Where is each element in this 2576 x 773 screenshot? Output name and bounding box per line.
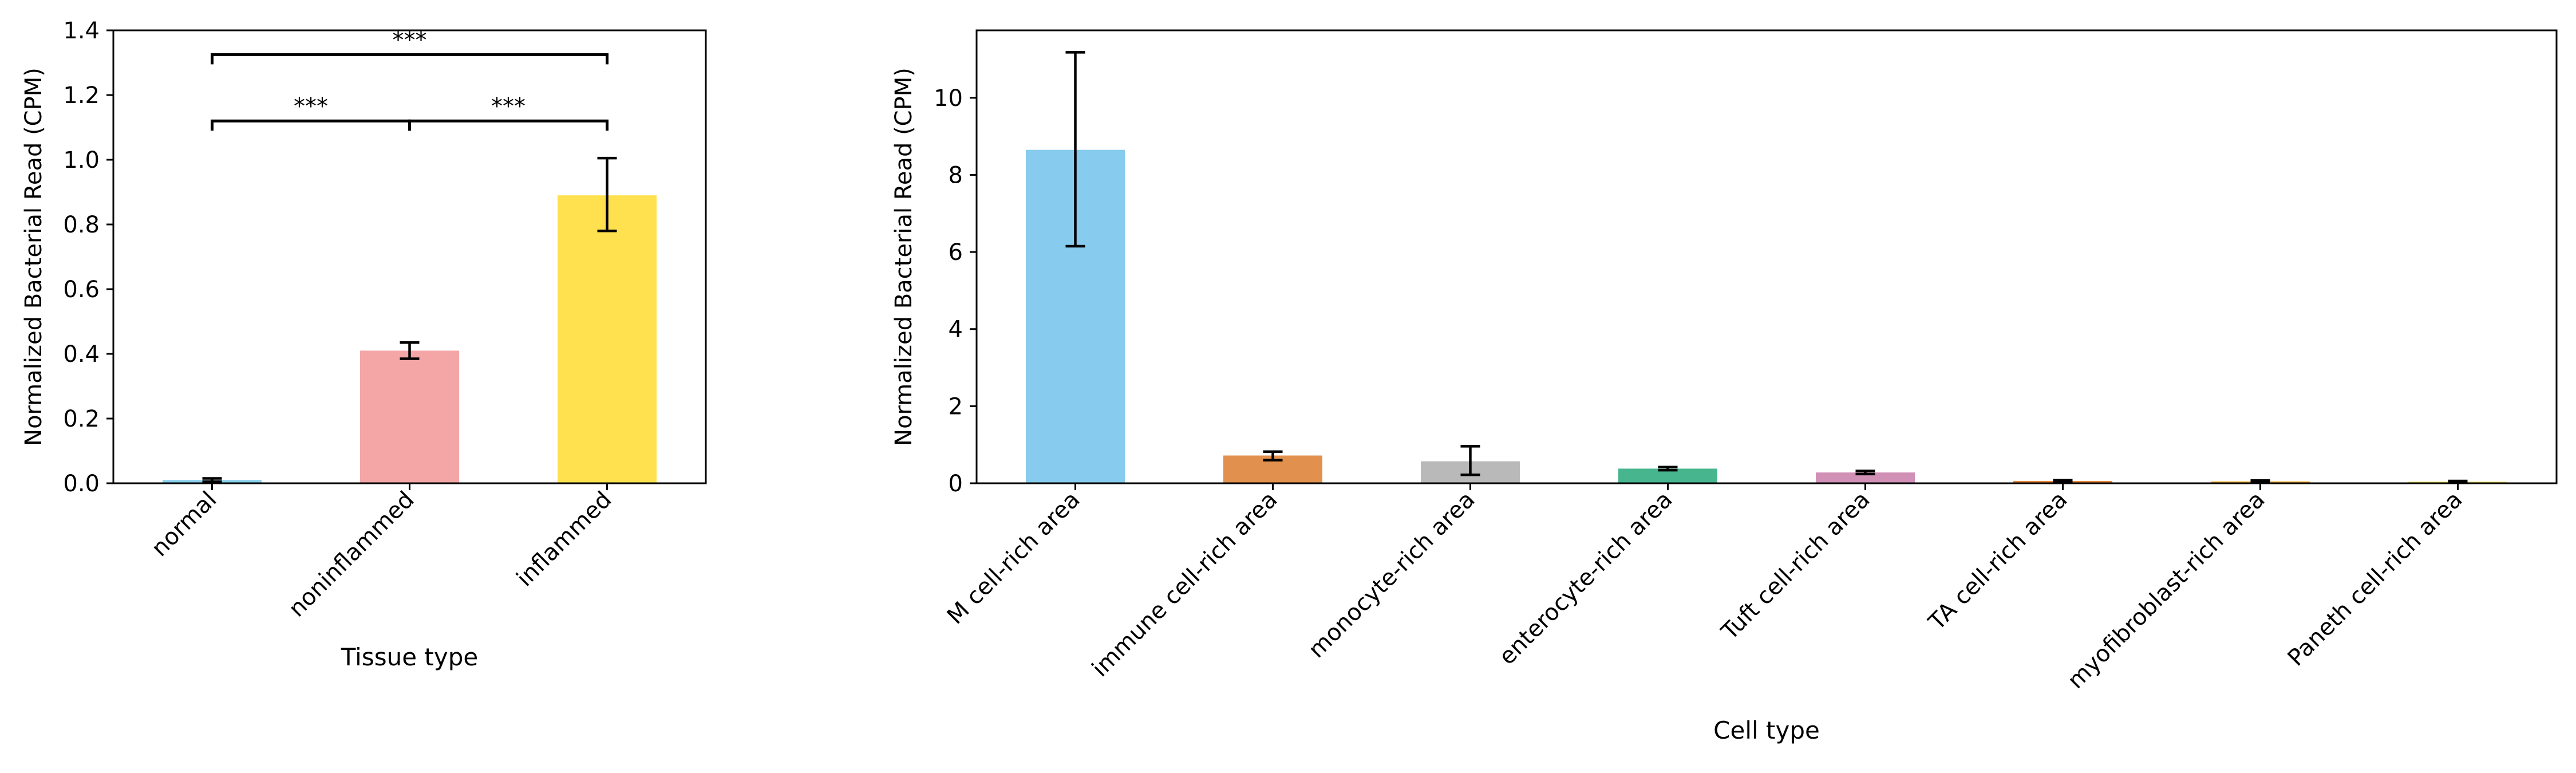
plot-frame [975, 29, 2558, 484]
y-tick-label-4: 8 [949, 162, 963, 188]
y-tick-label-3: 0.6 [63, 277, 100, 303]
x-tick-label-5: TA cell-rich area [1923, 487, 2073, 636]
x-tick-label-0: normal [147, 487, 222, 562]
y-tick-label-2: 0.4 [63, 341, 100, 368]
y-tick-label-3: 6 [949, 239, 963, 266]
y-tick-label-4: 0.8 [63, 212, 100, 238]
x-tick-label-3: enterocyte-rich area [1494, 487, 1678, 671]
significance-bracket-1 [211, 119, 411, 131]
y-tick-label-7: 1.4 [63, 18, 100, 44]
x-tick-label-2: monocyte-rich area [1303, 487, 1480, 664]
significance-label-0: *** [393, 27, 427, 53]
significance-label-2: *** [491, 93, 526, 120]
significance-bracket-2 [408, 119, 609, 131]
y-tick-label-1: 2 [949, 393, 963, 420]
y-tick-label-0: 0.0 [63, 471, 100, 497]
cell-type-chart: 0 2 4 6 8 10 M cell-rich area immune cell-rich … [891, 29, 2558, 744]
x-tick-label-1: immune cell-rich area [1087, 487, 1283, 683]
y-tick-label-2: 4 [949, 317, 963, 343]
x-tick-label-0: M cell-rich area [942, 487, 1085, 630]
significance-bracket-0 [211, 53, 609, 65]
x-axis-label: Cell type [1713, 716, 1820, 744]
y-axis-label: Normalized Bacterial Read (CPM) [891, 68, 917, 446]
y-tick-label-6: 1.2 [63, 82, 100, 109]
x-tick-label-7: Paneth cell-rich area [2283, 487, 2468, 672]
x-tick-label-6: myofibroblast-rich area [2063, 487, 2270, 694]
x-tick-label-4: Tuft cell-rich area [1716, 487, 1875, 646]
bar-1 [360, 350, 459, 483]
bar-4 [1816, 472, 1915, 483]
y-tick-label-5: 1.0 [63, 147, 100, 173]
y-tick-label-5: 10 [934, 85, 963, 112]
x-tick-label-1: noninflammed [283, 487, 419, 622]
x-axis-label: Tissue type [341, 643, 478, 671]
y-tick-label-0: 0 [949, 471, 963, 497]
y-tick-label-1: 0.2 [63, 406, 100, 432]
significance-label-1: *** [294, 93, 328, 120]
tissue-type-chart: 0.0 0.2 0.4 0.6 0.8 1.0 1.2 1.4 normal noninflamm… [21, 18, 707, 671]
y-axis-label: Normalized Bacterial Read (CPM) [21, 68, 47, 446]
bar-2 [558, 195, 657, 483]
x-tick-label-2: inflammed [512, 487, 617, 592]
